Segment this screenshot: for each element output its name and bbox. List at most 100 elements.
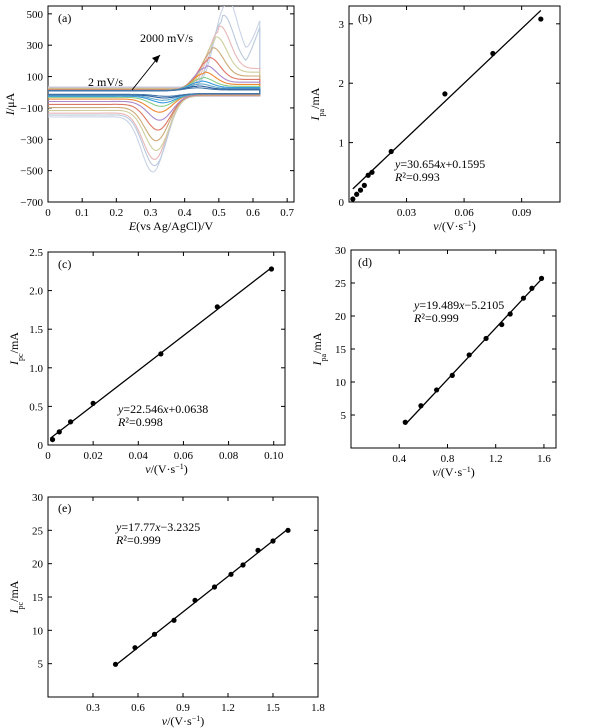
data-point	[285, 527, 291, 533]
y-tick-label: 30	[335, 245, 347, 257]
scan-rate-arrowhead	[152, 55, 160, 63]
y-tick-label: 5	[341, 410, 347, 422]
y-tick-label: −500	[20, 166, 43, 178]
x-tick-label: 1.6	[537, 453, 551, 465]
y-tick-label: 1.0	[29, 363, 43, 375]
plot-frame	[348, 5, 561, 203]
x-tick-label: 0.10	[264, 450, 284, 462]
chart-panel-4: 0.4 0.8 1.2 1.6 5 10 15 20 25 30 (d) v/(V·s−1) Ipa/m…	[310, 245, 557, 480]
y-tick-label: 10	[335, 377, 347, 389]
x-axis-label: v/(V·s−1)	[433, 219, 476, 234]
data-point	[388, 148, 394, 155]
y-axis-label: Ipc/mA	[7, 580, 25, 614]
fit-equation: y=19.489x−5.2105	[413, 298, 504, 312]
y-tick-label: 2.5	[29, 247, 43, 259]
data-point	[211, 584, 218, 590]
data-point	[350, 196, 356, 202]
x-tick-label: 0.06	[174, 450, 194, 462]
y-tick-label: 0.5	[29, 401, 43, 413]
fit-r-squared: R²=0.999	[413, 311, 459, 325]
cv-curve	[48, 71, 261, 113]
data-point	[67, 419, 74, 425]
plot-frame	[47, 251, 286, 446]
x-tick-label: 0.1	[75, 207, 89, 219]
x-tick-label: 1.5	[266, 702, 280, 714]
data-point	[418, 403, 424, 409]
data-point	[483, 335, 489, 342]
x-tick-label: 0.5	[212, 207, 226, 219]
x-tick-label: 0.9	[176, 702, 190, 714]
panel-label: (c)	[58, 257, 71, 271]
cv-curve	[48, 65, 261, 121]
x-axis-label: v/(V·s−1)	[162, 714, 205, 728]
x-tick-label: 0.09	[512, 207, 532, 219]
x-axis-label: v/(V·s−1)	[432, 465, 475, 480]
fit-r-squared: R²=0.998	[117, 415, 163, 429]
y-tick-label: 20	[32, 559, 44, 571]
y-tick-label: −700	[20, 197, 43, 209]
fit-line	[115, 528, 289, 666]
x-tick-label: 0.6	[246, 207, 260, 219]
y-tick-label: 25	[32, 525, 44, 537]
x-tick-label: 0.3	[86, 702, 100, 714]
data-point	[171, 617, 177, 623]
y-tick-label: 2	[339, 78, 345, 90]
data-point	[192, 597, 198, 603]
y-tick-label: 1	[339, 138, 345, 150]
x-tick-label: 1.2	[489, 453, 503, 465]
data-point	[490, 50, 496, 57]
data-point	[402, 419, 408, 425]
y-tick-label: 15	[32, 592, 44, 604]
data-point	[365, 172, 371, 178]
fit-r-squared: R²=0.999	[115, 533, 161, 547]
y-tick-label: 500	[27, 9, 44, 21]
data-point	[214, 304, 220, 310]
data-point	[90, 400, 96, 406]
y-tick-label: 25	[335, 278, 347, 290]
data-point	[499, 321, 505, 328]
data-point	[56, 429, 62, 435]
data-point	[442, 91, 448, 97]
panel-label: (d)	[358, 255, 372, 269]
data-point	[369, 169, 375, 175]
fit-equation: y=22.546x+0.0638	[117, 402, 208, 416]
y-axis-label: Ipc/mA	[7, 332, 25, 366]
panel-label: (a)	[58, 11, 71, 25]
cv-curve	[48, 87, 261, 97]
y-tick-label: 30	[32, 492, 44, 504]
y-tick-label: 3	[339, 19, 345, 31]
x-tick-label: 0.4	[392, 453, 406, 465]
y-tick-label: 15	[335, 344, 347, 356]
x-axis-label: E(vs Ag/AgCl)/V	[128, 219, 214, 233]
y-tick-label: −100	[20, 103, 43, 115]
panel-label: (b)	[358, 11, 372, 25]
data-point	[449, 372, 455, 378]
fit-r-squared: R²=0.993	[394, 170, 440, 184]
y-tick-label: 0	[38, 440, 44, 452]
x-axis-label: v/(V·s−1)	[145, 462, 188, 477]
y-tick-label: 100	[27, 72, 44, 84]
y-tick-label: 10	[32, 625, 44, 637]
panel-label: (e)	[58, 501, 71, 515]
data-point	[49, 436, 56, 443]
x-tick-label: 0	[45, 450, 51, 462]
y-tick-label: 300	[27, 40, 44, 52]
data-point	[255, 547, 261, 553]
data-point	[270, 538, 276, 544]
y-tick-label: −300	[20, 134, 43, 146]
y-axis-label: I/μA	[3, 92, 17, 116]
x-tick-label: 0.04	[129, 450, 149, 462]
x-tick-label: 1.2	[221, 702, 235, 714]
x-tick-label: 1.8	[311, 702, 325, 714]
data-point	[434, 387, 440, 393]
data-point	[361, 182, 367, 188]
y-tick-label: 2.0	[29, 286, 43, 298]
data-point	[354, 191, 360, 197]
annotation-high-scan-rate: 2000 mV/s	[140, 31, 193, 45]
y-tick-label: 5	[38, 659, 44, 671]
chart-panel-5: 0.3 0.6 0.9 1.2 1.5 1.8 5 10 15 20 25 30 (e) v/(V·s−1…	[7, 492, 325, 728]
x-tick-label: 0.2	[109, 207, 123, 219]
data-point	[240, 562, 246, 568]
data-point	[538, 275, 545, 281]
